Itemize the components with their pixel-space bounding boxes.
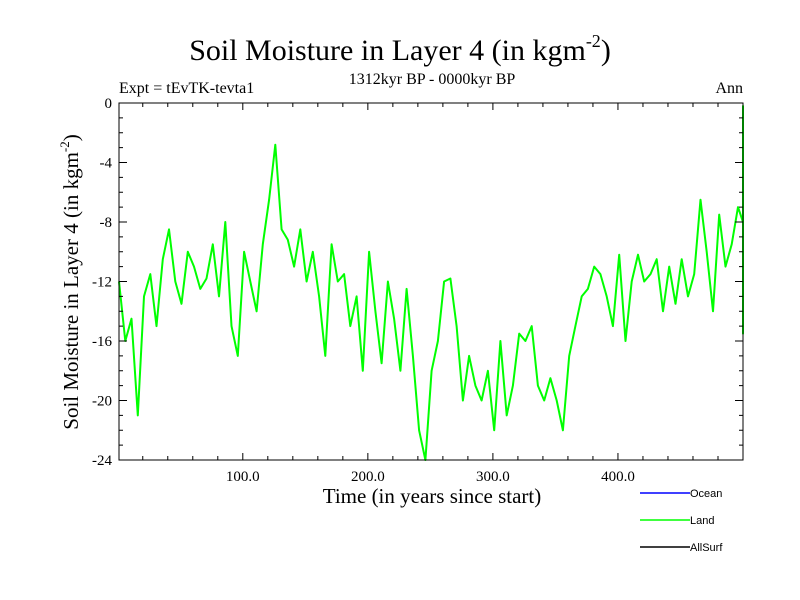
- y-tick-label: -20: [92, 394, 112, 410]
- x-tick-label: 100.0: [226, 469, 260, 485]
- legend-label-allsurf: AllSurf: [690, 542, 723, 554]
- x-tick-label: 400.0: [601, 469, 635, 485]
- line-layer: [118, 105, 744, 461]
- season-label: Ann: [715, 80, 743, 97]
- chart-title-superscript: -2: [586, 31, 601, 51]
- y-tick-label: -8: [100, 215, 113, 231]
- experiment-label: Expt = tEvTK-tevta1: [119, 80, 254, 97]
- y-axis: 0 -4 -8 -12 -16 -20 -24: [92, 96, 743, 469]
- y-axis-label-closing: ): [59, 134, 83, 141]
- x-axis-label: Time (in years since start): [323, 484, 542, 508]
- plot-area: 100.0 200.0 300.0 400.0 0 -4 -8 -12 -16 -20 -24: [92, 96, 744, 485]
- plot-frame: [118, 102, 744, 461]
- x-tick-label: 300.0: [476, 469, 510, 485]
- y-tick-label: 0: [105, 96, 113, 112]
- x-axis: 100.0 200.0 300.0 400.0: [142, 103, 719, 485]
- legend-label-land: Land: [690, 515, 714, 527]
- time-range-label: 1312kyr BP - 0000kyr BP: [349, 71, 516, 88]
- chart-title-main: Soil Moisture in Layer 4 (in kgm: [189, 34, 586, 67]
- legend: Ocean Land AllSurf: [640, 488, 723, 554]
- y-axis-label-main: Soil Moisture in Layer 4 (in kgm: [59, 152, 83, 430]
- legend-label-ocean: Ocean: [690, 488, 722, 500]
- y-tick-label: -12: [92, 275, 112, 291]
- y-tick-label: -24: [92, 453, 112, 469]
- y-axis-label-superscript: -2: [57, 141, 72, 152]
- y-tick-label: -4: [100, 156, 113, 172]
- x-tick-label: 200.0: [351, 469, 385, 485]
- chart-title: Soil Moisture in Layer 4 (in kgm-2): [189, 31, 611, 67]
- series-line-land: [118, 105, 744, 461]
- y-tick-label: -16: [92, 334, 112, 350]
- chart-title-closing: ): [601, 34, 611, 67]
- y-axis-label: Soil Moisture in Layer 4 (in kgm-2): [57, 134, 83, 429]
